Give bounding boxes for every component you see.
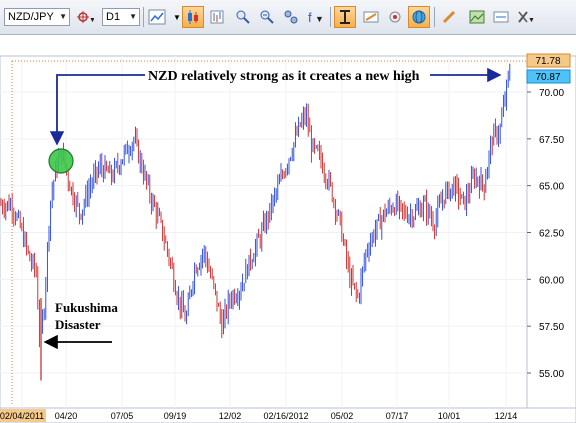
date-tick-label: 12/02 xyxy=(219,411,242,421)
annotation-new-high: NZD relatively strong as it creates a ne… xyxy=(148,69,420,84)
date-tick-label: 07/17 xyxy=(386,411,409,421)
timeframe-select[interactable]: D1 ▼ xyxy=(102,8,140,26)
price-tick-label: 55.00 xyxy=(539,369,564,380)
price-tick-label: 57.50 xyxy=(539,322,564,333)
svg-text:▼: ▼ xyxy=(528,17,534,24)
template-icon[interactable] xyxy=(334,6,356,28)
date-tick-label: 02/04/2011 xyxy=(0,411,44,421)
svg-text:f: f xyxy=(308,10,312,25)
drawing-icon[interactable] xyxy=(360,6,382,28)
price-tick-label: 65.00 xyxy=(539,182,564,193)
date-tick-label: 02/16/2012 xyxy=(263,411,308,421)
target-icon[interactable] xyxy=(384,6,406,28)
breakout-marker xyxy=(48,148,74,174)
date-tick-label: 12/14 xyxy=(495,411,518,421)
date-tick-label: 07/05 xyxy=(111,411,134,421)
line-chart-icon[interactable] xyxy=(146,6,168,28)
date-tick-label: 05/02 xyxy=(331,411,354,421)
annotation-fukushima-line1: Fukushima xyxy=(55,300,118,315)
chevron-down-icon: ▼ xyxy=(129,12,137,21)
candle-chart-icon[interactable] xyxy=(182,6,204,28)
high-price-badge xyxy=(526,53,571,68)
bar-chart-icon[interactable] xyxy=(206,6,228,28)
price-tick-label: 67.50 xyxy=(539,135,564,146)
svg-text:▼: ▼ xyxy=(89,17,94,24)
svg-text:▼: ▼ xyxy=(315,14,324,24)
timeframe-label: D1 xyxy=(106,11,121,23)
date-tick-label: 09/19 xyxy=(164,411,187,421)
crosshair-icon[interactable]: ▼ xyxy=(74,6,96,28)
indicators-icon[interactable] xyxy=(280,6,302,28)
pencil-icon[interactable] xyxy=(438,6,460,28)
high-price-label: 71.78 xyxy=(535,56,560,67)
symbol-label: NZD/JPY xyxy=(8,11,54,23)
zoom-out-icon[interactable] xyxy=(256,6,278,28)
tools-icon[interactable]: ▼ xyxy=(514,6,536,28)
zoom-in-icon[interactable] xyxy=(232,6,254,28)
annotation-fukushima-line2: Disaster xyxy=(55,317,101,332)
toolbar: NZD/JPY ▼ ▼ D1 ▼ ▼ f ▼ xyxy=(0,0,576,35)
price-tick-label: 60.00 xyxy=(539,275,564,286)
price-tick-label: 62.50 xyxy=(539,229,564,240)
arrow-to-marker xyxy=(49,74,145,146)
price-tick-label: 70.00 xyxy=(539,88,564,99)
chevron-down-icon[interactable]: ▼ xyxy=(173,12,181,22)
chevron-down-icon: ▼ xyxy=(59,12,67,21)
time-axis xyxy=(0,407,576,423)
current-price-label: 70.87 xyxy=(535,72,560,83)
period-icon[interactable] xyxy=(490,6,512,28)
price-axis xyxy=(526,55,576,409)
date-tick-label: 04/20 xyxy=(55,411,78,421)
date-tick-label: 10/01 xyxy=(438,411,461,421)
candlestick-series xyxy=(0,63,511,381)
globe-icon[interactable] xyxy=(408,6,430,28)
current-price-badge xyxy=(526,69,571,84)
symbol-select[interactable]: NZD/JPY ▼ xyxy=(4,8,70,26)
autoscroll-icon[interactable]: f ▼ xyxy=(306,6,328,28)
image-icon[interactable] xyxy=(466,6,488,28)
